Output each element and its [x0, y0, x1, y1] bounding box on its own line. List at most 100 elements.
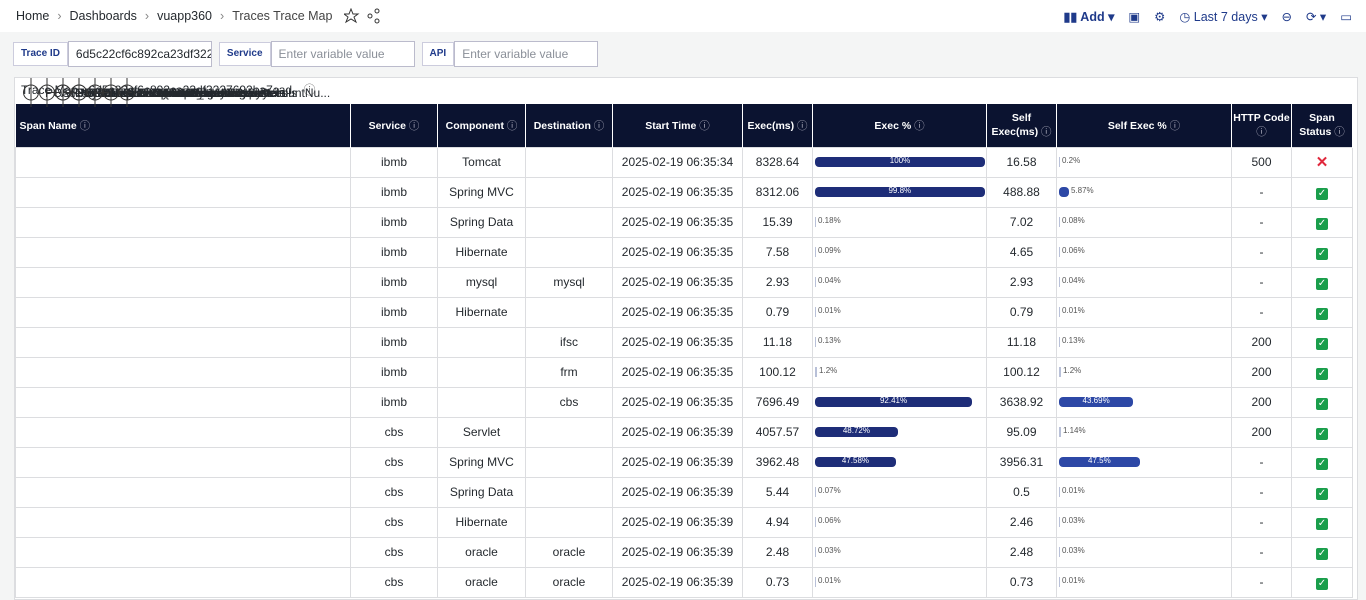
zoom-out[interactable]: ⊖ [1281, 9, 1291, 24]
self-exec-cell: 16.58 [987, 147, 1057, 177]
percent-bar [815, 247, 816, 257]
exec-cell: 100.12 [743, 357, 813, 387]
span-cell: AccountController.transferFundJson [16, 177, 351, 207]
exec_pct-bar-cell: 99.8% [813, 177, 987, 207]
start-cell: 2025-02-19 06:35:39 [613, 477, 743, 507]
http-cell: - [1232, 207, 1292, 237]
percent-label: 99.8% [888, 186, 911, 195]
bar-wrap: 0.01% [1057, 478, 1231, 507]
bar-wrap: 0.13% [1057, 328, 1231, 357]
span-cell: Transaction.commit [16, 297, 351, 327]
exec_pct-bar-cell: 0.09% [813, 237, 987, 267]
http-cell: 200 [1232, 387, 1292, 417]
self_pct-bar-cell: 0.03% [1057, 507, 1232, 537]
percent-bar [815, 217, 816, 227]
bar-wrap: 0.01% [813, 298, 986, 327]
service-cell: cbs [351, 507, 438, 537]
bar-wrap: 43.69% [1057, 388, 1231, 417]
exec-cell: 8312.06 [743, 177, 813, 207]
span-cell: SELECT Account [16, 507, 351, 537]
component-cell: Tomcat [438, 147, 526, 177]
status-cell: ✓ [1292, 327, 1353, 357]
component-cell: Spring Data [438, 477, 526, 507]
exec_pct-bar-cell: 0.03% [813, 537, 987, 567]
destination-cell: cbs [526, 387, 613, 417]
column-title: Start Time [645, 120, 696, 132]
self-exec-cell: 11.18 [987, 327, 1057, 357]
tv-mode[interactable]: ▭ [1340, 9, 1352, 24]
bar-wrap: 0.04% [1057, 268, 1231, 297]
percent-bar [815, 367, 817, 377]
settings-icon[interactable]: ⚙ [1154, 9, 1165, 24]
start-cell: 2025-02-19 06:35:39 [613, 537, 743, 567]
self_pct-bar-cell: 0.01% [1057, 477, 1232, 507]
time-range-label: Last 7 days [1194, 10, 1258, 24]
exec_pct-bar-cell: 47.58% [813, 447, 987, 477]
self-exec-cell: 95.09 [987, 417, 1057, 447]
self_pct-bar-cell: 1.14% [1057, 417, 1232, 447]
column-title: Destination [534, 120, 591, 132]
info-icon: ⓘ [77, 120, 90, 132]
breadcrumb[interactable]: Dashboards [70, 9, 137, 23]
var-input[interactable]: 6d5c22cf6c892ca23df3227692ba7cad [68, 41, 212, 67]
self_pct-bar-cell: 0.06% [1057, 237, 1232, 267]
status-ok-icon: ✓ [1316, 338, 1328, 350]
percent-bar [815, 577, 816, 587]
bar-wrap: 100% [813, 148, 986, 177]
self-exec-cell: 2.48 [987, 537, 1057, 567]
exec-cell: 8328.64 [743, 147, 813, 177]
bar-wrap: 92.41% [813, 388, 986, 417]
http-cell: - [1232, 507, 1292, 537]
info-icon: ⓘ [1256, 126, 1267, 138]
span-row: GETibmbifsc2025-02-19 06:35:3511.180.13%… [16, 327, 1353, 357]
breadcrumb[interactable]: Home [16, 9, 49, 23]
bar-wrap: 0.2% [1057, 148, 1231, 177]
time-range[interactable]: ◷ Last 7 days ▾ [1179, 9, 1267, 24]
breadcrumb[interactable]: vuapp360 [157, 9, 212, 23]
add-button[interactable]: ▮▮ Add ▾ [1064, 9, 1115, 24]
self-exec-cell: 100.12 [987, 357, 1057, 387]
span-cell: POST [16, 357, 351, 387]
column-title: Self Exec(ms) [991, 112, 1038, 138]
service-cell: cbs [351, 537, 438, 567]
star-share-icons[interactable] [344, 8, 384, 24]
http-cell: - [1232, 537, 1292, 567]
exec-cell: 0.73 [743, 567, 813, 597]
column-header: Exec % ⓘ [813, 104, 987, 147]
status-cell: ✓ [1292, 357, 1353, 387]
start-cell: 2025-02-19 06:35:35 [613, 297, 743, 327]
percent-bar [1059, 517, 1060, 527]
percent-label: 0.01% [818, 306, 841, 315]
span-cell: PayeeRepository.findById [16, 207, 351, 237]
column-title: Component [446, 120, 504, 132]
service-cell: ibmb [351, 237, 438, 267]
status-ok-icon: ✓ [1316, 458, 1328, 470]
percent-bar [1059, 247, 1060, 257]
bar-wrap: 0.13% [813, 328, 986, 357]
status-cell: ✕ [1292, 147, 1353, 177]
column-header: HTTP Code ⓘ [1232, 104, 1292, 147]
var-input[interactable]: Enter variable value [454, 41, 598, 67]
start-cell: 2025-02-19 06:35:34 [613, 147, 743, 177]
column-title: Span Name [20, 120, 77, 132]
column-title: Service [369, 120, 406, 132]
bar-wrap: 1.14% [1057, 418, 1231, 447]
exec_pct-bar-cell: 0.07% [813, 477, 987, 507]
save-icon[interactable]: ▣ [1128, 9, 1140, 24]
exec-cell: 7696.49 [743, 387, 813, 417]
bar-wrap: 0.06% [1057, 238, 1231, 267]
status-cell: ✓ [1292, 537, 1353, 567]
destination-cell [526, 237, 613, 267]
add-label: Add [1080, 10, 1104, 24]
status-ok-icon: ✓ [1316, 188, 1328, 200]
service-cell: cbs [351, 567, 438, 597]
status-cell: ✓ [1292, 507, 1353, 537]
exec-cell: 0.79 [743, 297, 813, 327]
destination-cell: mysql [526, 267, 613, 297]
percent-label: 0.13% [818, 336, 841, 345]
refresh[interactable]: ⟳ ▾ [1306, 9, 1326, 24]
percent-label: 1.14% [1063, 426, 1086, 435]
var-input[interactable]: Enter variable value [271, 41, 415, 67]
status-ok-icon: ✓ [1316, 218, 1328, 230]
exec_pct-bar-cell: 48.72% [813, 417, 987, 447]
